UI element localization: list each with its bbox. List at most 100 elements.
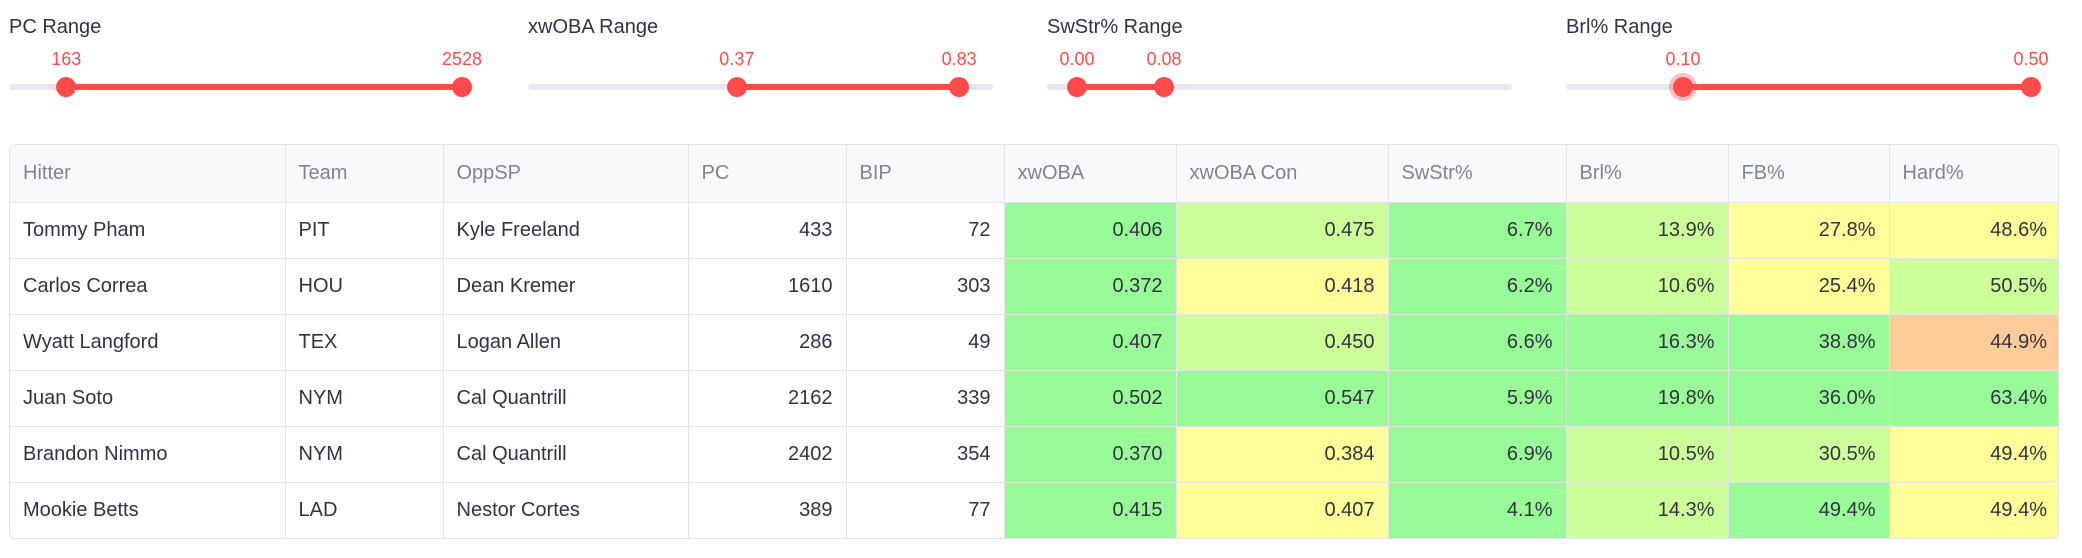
slider-track-fill <box>736 84 960 90</box>
table-cell: 16.3% <box>1566 314 1729 371</box>
table-cell: 5.9% <box>1388 370 1567 427</box>
table-row: Tommy Pham PIT Kyle Freeland 433 72 0.406 0.47… <box>10 202 2058 259</box>
table-cell: Juan Soto <box>10 370 286 427</box>
column-header[interactable]: xwOBA Con <box>1176 145 1389 203</box>
slider-high-thumb[interactable] <box>1154 77 1174 97</box>
column-header[interactable]: BIP <box>846 145 1005 203</box>
table-row: Wyatt Langford TEX Logan Allen 286 49 0.407 0.… <box>10 314 2058 371</box>
table-cell: 6.9% <box>1388 426 1567 483</box>
table-cell: 44.9% <box>1889 314 2058 371</box>
slider-low-value: 0.10 <box>1665 49 1701 69</box>
table-cell: 0.450 <box>1176 314 1389 371</box>
table-cell: 6.7% <box>1388 202 1567 259</box>
table-cell: 63.4% <box>1889 370 2058 427</box>
table-cell: 303 <box>846 258 1005 315</box>
table-cell: 49.4% <box>1889 426 2058 483</box>
column-header[interactable]: Hard% <box>1889 145 2058 203</box>
column-header[interactable]: FB% <box>1728 145 1890 203</box>
table-cell: Dean Kremer <box>443 258 689 315</box>
table-cell: Brandon Nimmo <box>10 426 286 483</box>
table-cell: 6.2% <box>1388 258 1567 315</box>
slider-track[interactable] <box>1047 84 1512 90</box>
table-cell: 0.407 <box>1176 482 1389 538</box>
table-cell: 339 <box>846 370 1005 427</box>
column-header[interactable]: Hitter <box>10 145 286 203</box>
slider-track-fill <box>1077 84 1164 90</box>
stats-table: Hitter Team OppSP PC BIP xwOBA xwOBA Con SwStr%… <box>9 144 2059 539</box>
slider-label: xwOBA Range <box>528 16 659 38</box>
slider-label: SwStr% Range <box>1047 16 1183 38</box>
slider-low-thumb[interactable] <box>1673 77 1693 97</box>
table-cell: 30.5% <box>1728 426 1890 483</box>
table-cell: 13.9% <box>1566 202 1729 259</box>
table-cell: 1610 <box>688 258 847 315</box>
table-cell: HOU <box>285 258 444 315</box>
table-cell: 19.8% <box>1566 370 1729 427</box>
table-cell: 0.370 <box>1004 426 1177 483</box>
table-cell: 0.547 <box>1176 370 1389 427</box>
slider-low-thumb[interactable] <box>56 77 77 97</box>
slider-low-thumb[interactable] <box>1067 77 1087 97</box>
table-cell: 6.6% <box>1388 314 1567 371</box>
slider-xwoba-range: xwOBA Range 0.37 0.83 <box>528 14 1024 104</box>
column-header[interactable]: SwStr% <box>1388 145 1567 203</box>
table-row: Mookie Betts LAD Nestor Cortes 389 77 0.415 0.… <box>10 482 2058 538</box>
table-cell: 2402 <box>688 426 847 483</box>
table-cell: Wyatt Langford <box>10 314 286 371</box>
table-cell: TEX <box>285 314 444 371</box>
table-cell: 0.502 <box>1004 370 1177 427</box>
slider-label: PC Range <box>9 16 102 38</box>
table-cell: 38.8% <box>1728 314 1890 371</box>
table-row: Brandon Nimmo NYM Cal Quantrill 2402 354 0.37… <box>10 426 2058 483</box>
table-cell: Cal Quantrill <box>443 370 689 427</box>
table-cell: NYM <box>285 370 444 427</box>
table-cell: 49 <box>846 314 1005 371</box>
slider-high-value: 0.83 <box>941 49 977 69</box>
slider-high-thumb[interactable] <box>2021 77 2041 97</box>
table-header-row: Hitter Team OppSP PC BIP xwOBA xwOBA Con SwStr%… <box>10 145 2058 203</box>
slider-track-fill <box>66 84 462 90</box>
slider-track-fill <box>1683 84 2031 90</box>
table-cell: 389 <box>688 482 847 538</box>
table-cell: 72 <box>846 202 1005 259</box>
table-cell: 77 <box>846 482 1005 538</box>
slider-low-thumb[interactable] <box>726 77 747 97</box>
slider-high-thumb[interactable] <box>949 77 970 97</box>
slider-high-value: 0.08 <box>1146 49 1182 69</box>
table-cell: 2162 <box>688 370 847 427</box>
table-cell: PIT <box>285 202 444 259</box>
table-cell: 0.384 <box>1176 426 1389 483</box>
table-cell: Carlos Correa <box>10 258 286 315</box>
table-cell: 286 <box>688 314 847 371</box>
table-cell: Cal Quantrill <box>443 426 689 483</box>
table-row: Juan Soto NYM Cal Quantrill 2162 339 0.502 0.5… <box>10 370 2058 427</box>
slider-high-value: 2528 <box>441 49 482 69</box>
slider-low-value: 0.37 <box>719 49 755 69</box>
table-cell: Mookie Betts <box>10 482 286 538</box>
column-header[interactable]: xwOBA <box>1004 145 1177 203</box>
table-cell: 0.407 <box>1004 314 1177 371</box>
table-cell: 25.4% <box>1728 258 1890 315</box>
table-row: Carlos Correa HOU Dean Kremer 1610 303 0.372 0… <box>10 258 2058 315</box>
table-cell: 0.406 <box>1004 202 1177 259</box>
table-cell: 50.5% <box>1889 258 2058 315</box>
table-cell: 354 <box>846 426 1005 483</box>
slider-pc-range: PC Range 163 2528 <box>9 14 505 104</box>
table-cell: 27.8% <box>1728 202 1890 259</box>
column-header[interactable]: Team <box>285 145 444 203</box>
slider-low-value: 0.00 <box>1059 49 1095 69</box>
column-header[interactable]: Brl% <box>1566 145 1729 203</box>
table-cell: Kyle Freeland <box>443 202 689 259</box>
column-header[interactable]: PC <box>688 145 847 203</box>
slider-high-value: 0.50 <box>2013 49 2049 69</box>
slider-high-thumb[interactable] <box>451 77 472 97</box>
slider-label: Brl% Range <box>1566 16 1673 38</box>
table-cell: Nestor Cortes <box>443 482 689 538</box>
column-header[interactable]: OppSP <box>443 145 689 203</box>
table-cell: 10.6% <box>1566 258 1729 315</box>
table-cell: 48.6% <box>1889 202 2058 259</box>
table-cell: 0.415 <box>1004 482 1177 538</box>
table-cell: NYM <box>285 426 444 483</box>
table-cell: 49.4% <box>1889 482 2058 538</box>
table-cell: 10.5% <box>1566 426 1729 483</box>
